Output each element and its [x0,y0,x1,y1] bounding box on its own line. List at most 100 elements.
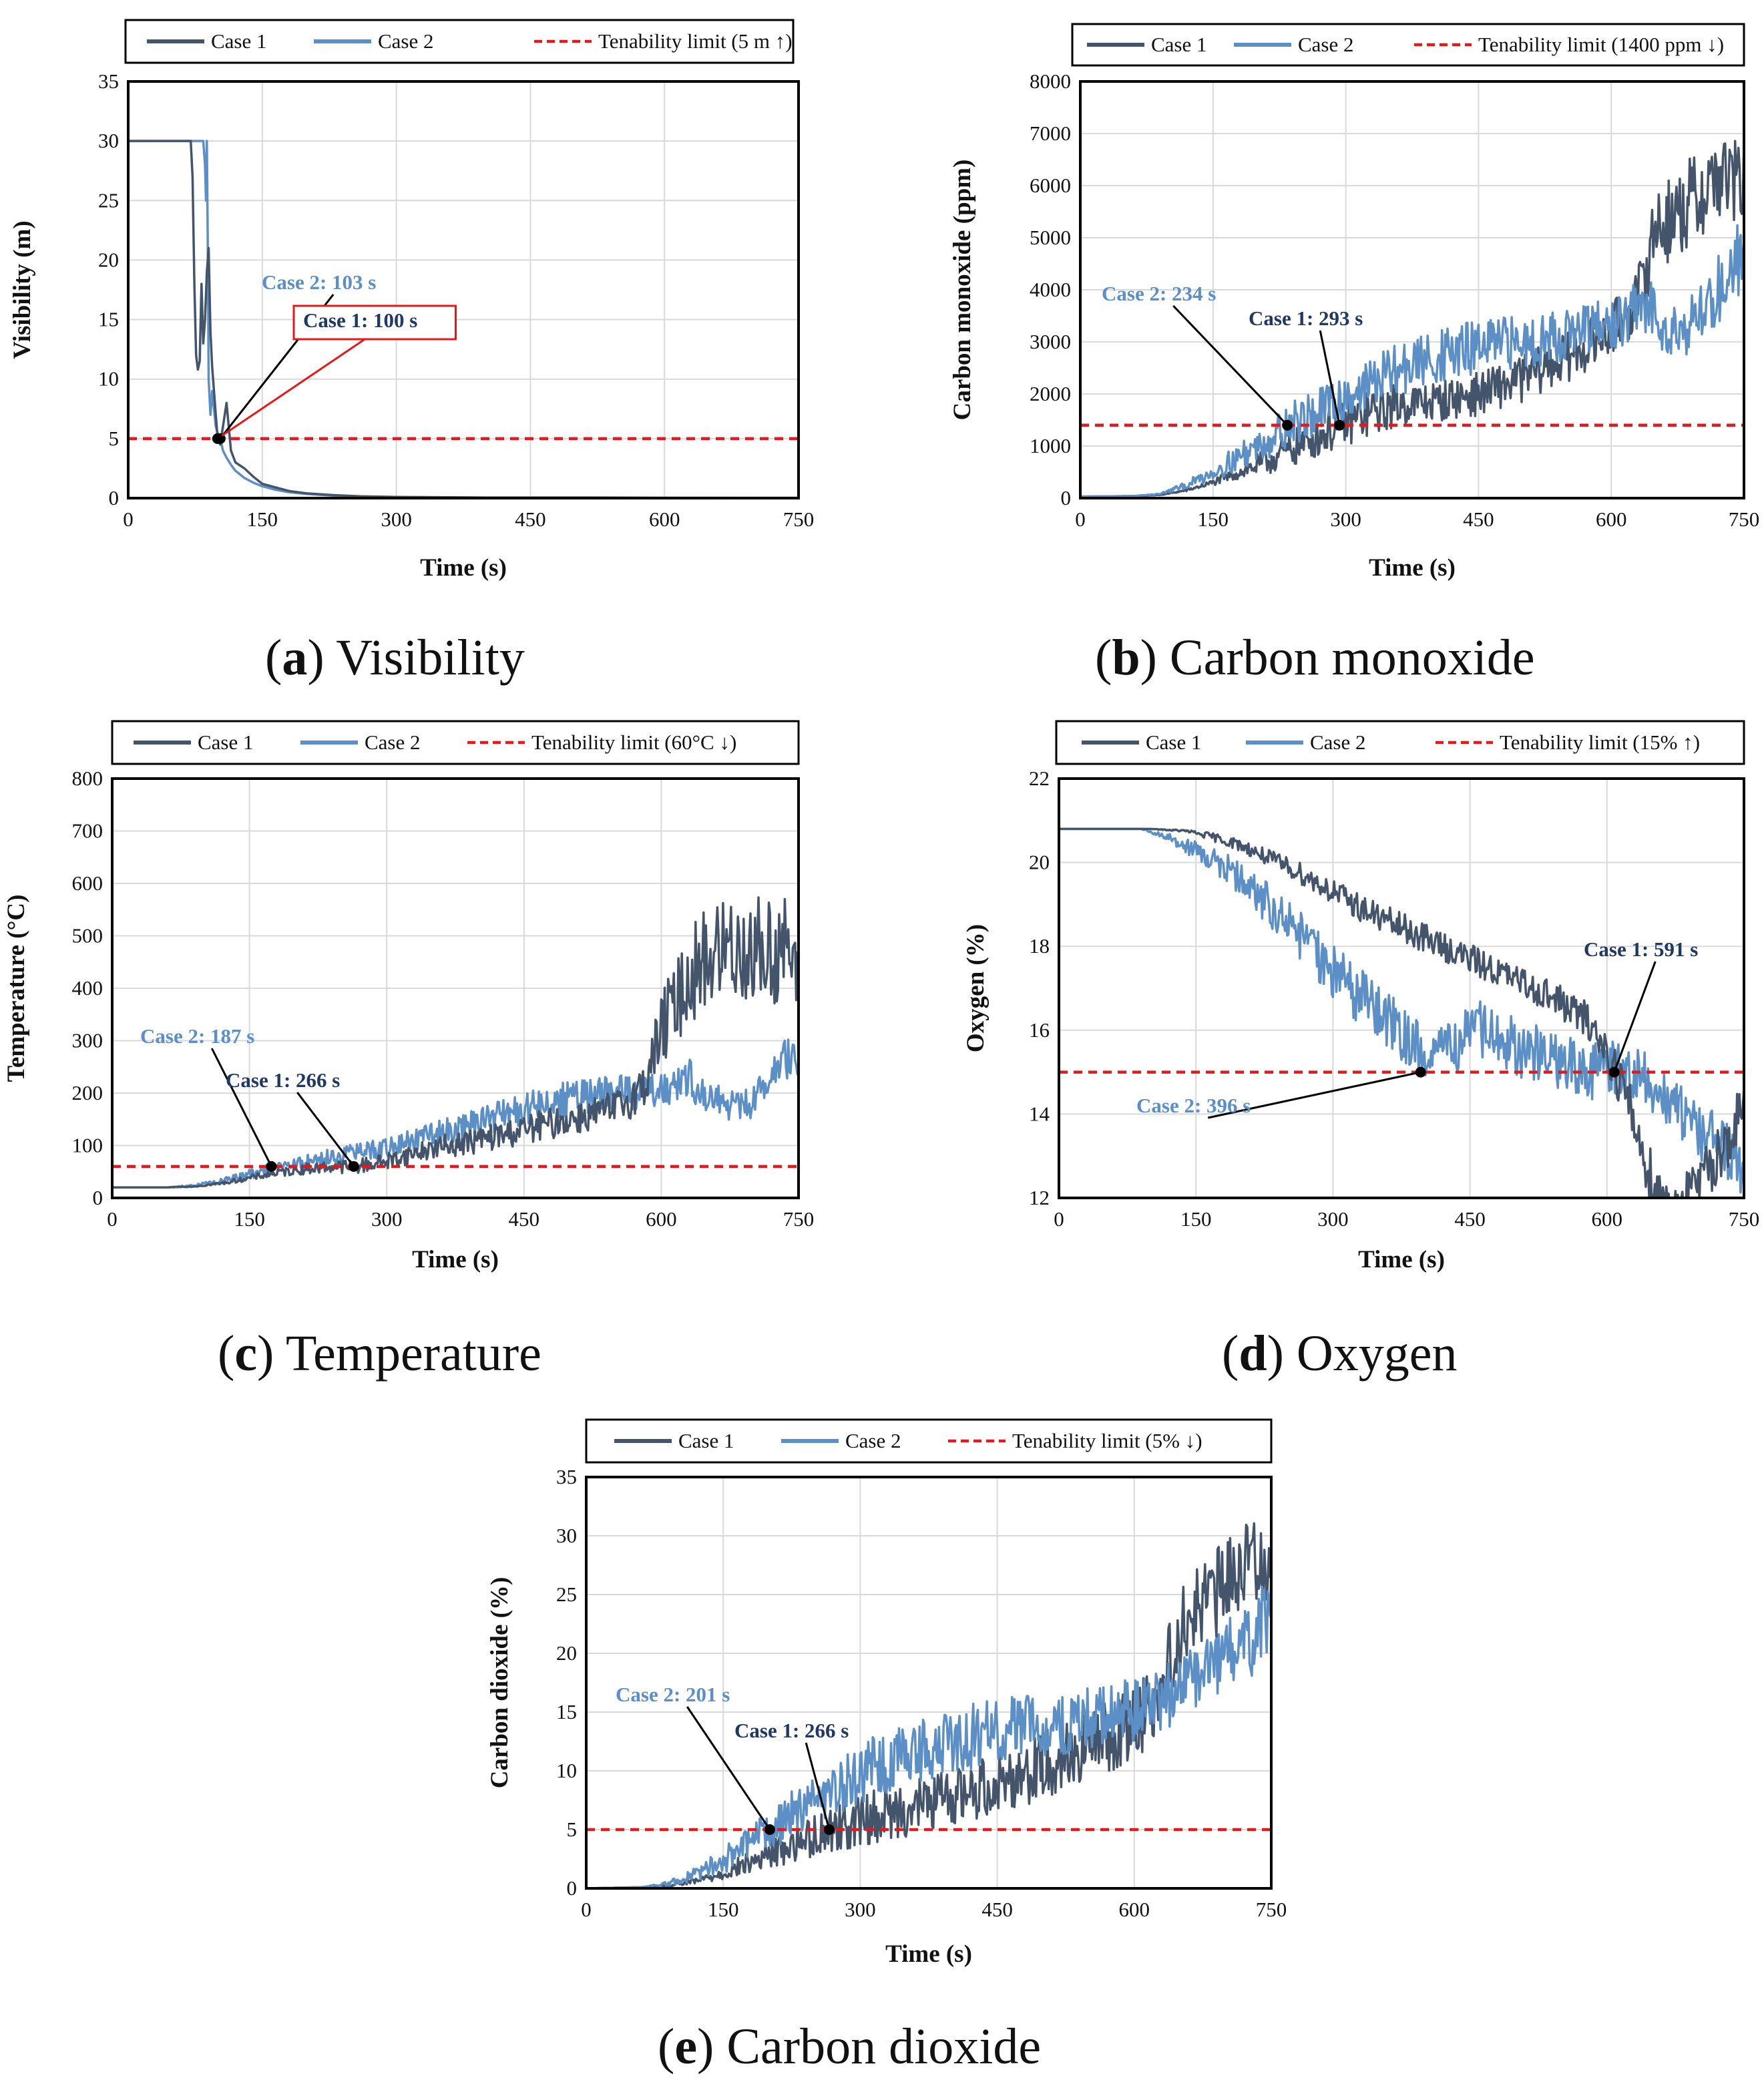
x-tick-label: 450 [509,1207,540,1231]
y-tick-label: 0 [93,1186,103,1209]
crossing-point-marker [266,1161,277,1172]
legend-label: Tenability limit (5% ↓) [1012,1429,1202,1452]
y-tick-label: 30 [98,129,119,152]
y-tick-label: 15 [556,1700,577,1723]
series-line-case2 [1080,224,1744,498]
legend-label: Tenability limit (60°C ↓) [531,731,736,754]
y-tick-label: 20 [1029,851,1050,874]
legend-label: Case 2 [845,1429,901,1452]
y-axis-label: Visibility (m) [9,220,36,359]
y-tick-label: 4000 [1030,278,1071,301]
x-tick-label: 0 [1075,507,1086,531]
y-tick-label: 35 [556,1465,577,1488]
y-tick-label: 500 [72,924,103,948]
annotation-label: Case 2: 187 s [140,1024,254,1048]
annotation-leader [1172,304,1289,426]
annotation-leader [686,1706,771,1830]
x-tick-label: 450 [515,507,546,531]
legend-label: Tenability limit (1400 ppm ↓) [1478,33,1724,56]
annotation-label: Case 1: 293 s [1249,306,1363,330]
y-tick-label: 1000 [1030,434,1071,457]
x-tick-label: 600 [649,507,680,531]
y-tick-label: 0 [1061,486,1072,509]
legend-label: Case 2 [1310,731,1366,754]
x-tick-label: 0 [581,1898,592,1921]
plot-frame [1079,80,1745,499]
series-line-case1 [1059,827,1744,1198]
y-tick-label: 10 [98,367,119,391]
panel-temperature: 0 150 300 450 600 750 0 100 200 300 400 500 600 700 80… [3,720,814,1382]
annotation-leader [805,1742,831,1830]
y-tick-label: 8000 [1030,69,1071,93]
y-tick-label: 16 [1029,1018,1050,1042]
x-axis-label: Time (s) [1369,554,1456,582]
y-tick-label: 3000 [1030,330,1071,353]
legend-box [1055,720,1745,765]
x-tick-label: 150 [1198,507,1229,531]
x-axis-label: Time (s) [885,1940,972,1968]
x-tick-label: 150 [1180,1207,1212,1231]
y-tick-label: 600 [72,871,103,895]
plot-frame [127,80,800,499]
y-axis-label: Temperature (°C) [3,895,30,1082]
x-axis-label: Time (s) [420,554,507,582]
y-tick-label: 100 [72,1134,103,1157]
series-line-case2 [1059,827,1744,1194]
panel-carbon-monoxide: 0 150 300 450 600 750 0 1000 2000 3000 4000 5000 600… [949,23,1760,686]
annotation-box [292,304,457,341]
x-axis-label: Time (s) [1358,1246,1445,1273]
y-tick-label: 800 [72,767,103,790]
y-tick-label: 400 [72,976,103,1000]
annotation-leader [296,1092,355,1167]
x-tick-label: 750 [1729,507,1760,531]
panel-visibility: 0 150 300 450 600 750 0 5 10 15 20 25 30 35 Time (s) Vi… [9,19,815,686]
legend-box [111,720,800,765]
plot-frame [1058,777,1745,1199]
annotation-label: Case 2: 201 s [616,1683,730,1706]
x-tick-label: 300 [371,1207,403,1231]
legend-box [585,1418,1273,1464]
x-tick-label: 600 [1592,1207,1623,1231]
y-tick-label: 0 [109,486,120,509]
annotation-leader [1319,330,1341,426]
crossing-point-marker [1415,1066,1426,1078]
panel-caption: (b) Carbon monoxide [1095,630,1535,686]
y-tick-label: 22 [1029,767,1050,790]
y-tick-label: 7000 [1030,122,1071,145]
x-tick-label: 600 [646,1207,677,1231]
series-line-case1 [128,140,799,498]
crossing-point-marker [823,1824,835,1835]
y-axis-label: Oxygen (%) [962,924,989,1052]
y-tick-label: 20 [556,1641,577,1665]
x-tick-label: 750 [783,507,815,531]
crossing-point-marker [1334,419,1345,431]
x-tick-label: 0 [1054,1207,1064,1231]
y-axis-label: Carbon dioxide (%) [486,1577,513,1789]
x-tick-label: 0 [107,1207,118,1231]
plot-frame [111,777,800,1199]
legend-box [1071,23,1745,67]
x-tick-label: 450 [1463,507,1494,531]
panel-carbon-dioxide: 0 150 300 450 600 750 0 5 10 15 20 25 30 35 Time (s) Ca… [486,1418,1287,2075]
x-tick-label: 450 [1454,1207,1486,1231]
y-tick-label: 2000 [1030,382,1071,405]
plot-frame [585,1476,1273,1890]
panel-caption: (e) Carbon dioxide [658,2019,1041,2075]
legend-label: Tenability limit (5 m ↑) [598,29,793,53]
x-tick-label: 150 [234,1207,265,1231]
legend-label: Case 1 [678,1429,734,1452]
x-tick-label: 300 [845,1898,876,1921]
annotation-label: Case 1: 266 s [734,1719,849,1742]
x-tick-label: 600 [1119,1898,1150,1921]
y-tick-label: 5 [109,427,120,450]
y-tick-label: 30 [556,1524,577,1547]
annotation-label: Case 1: 100 s [303,308,417,332]
crossing-point-marker [348,1161,359,1172]
y-tick-label: 700 [72,819,103,843]
x-tick-label: 450 [981,1898,1013,1921]
y-tick-label: 15 [98,308,119,331]
x-tick-label: 600 [1596,507,1627,531]
series-line-case1 [112,896,799,1189]
y-tick-label: 18 [1029,934,1050,958]
